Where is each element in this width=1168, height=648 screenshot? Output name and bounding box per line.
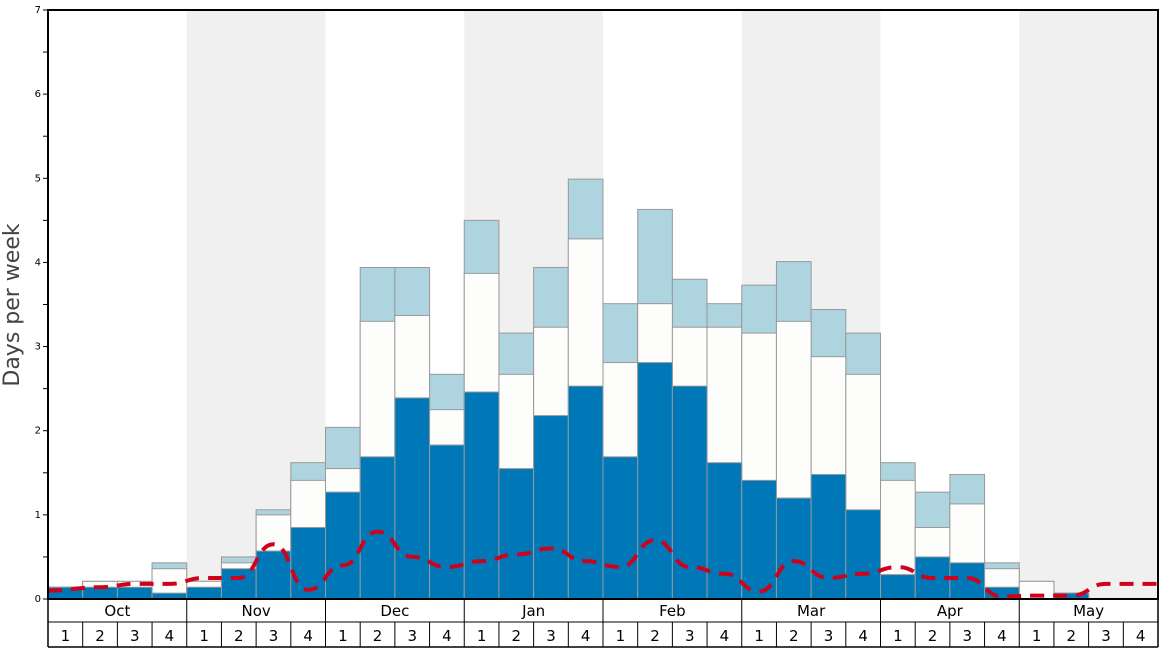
- week-label: 4: [1136, 627, 1146, 645]
- y-tick-label: 5: [35, 173, 41, 184]
- bar-layer1-week-11: [394, 397, 431, 600]
- y-tick-label: 2: [35, 426, 41, 437]
- bar-layer1-week-7: [255, 550, 292, 600]
- week-label: 4: [303, 627, 313, 645]
- bar-layer1-week-14: [498, 468, 535, 600]
- week-label: 2: [789, 627, 799, 645]
- y-axis-label: Days per week: [0, 223, 25, 386]
- bar-layer1-week-13: [463, 391, 500, 600]
- week-label: 1: [1032, 627, 1042, 645]
- month-label-oct: Oct: [104, 602, 130, 620]
- week-label: 4: [858, 627, 868, 645]
- week-label: 3: [824, 627, 834, 645]
- bar-layer1-week-9: [325, 491, 361, 600]
- week-label: 1: [61, 627, 71, 645]
- week-label: 4: [720, 627, 730, 645]
- week-label: 2: [95, 627, 105, 645]
- week-label: 3: [1101, 627, 1111, 645]
- week-label: 3: [546, 627, 556, 645]
- month-label-may: May: [1073, 602, 1104, 620]
- y-tick-label: 4: [35, 257, 41, 268]
- week-label: 4: [581, 627, 591, 645]
- month-label-nov: Nov: [241, 602, 270, 620]
- week-label: 1: [199, 627, 209, 645]
- bar-layer1-week-12: [429, 444, 465, 600]
- week-label: 1: [616, 627, 626, 645]
- month-label-jan: Jan: [521, 602, 545, 620]
- week-label: 2: [1067, 627, 1077, 645]
- bar-layer1-week-24: [845, 509, 881, 600]
- week-label: 4: [442, 627, 452, 645]
- bar-layer1-week-20: [706, 462, 743, 600]
- week-label: 3: [962, 627, 972, 645]
- y-tick-label: 1: [35, 510, 41, 521]
- bar-layer1-week-5: [186, 586, 222, 600]
- bar-layer1-week-23: [810, 473, 847, 600]
- bar-layer1-week-15: [533, 415, 569, 600]
- week-label: 3: [130, 627, 140, 645]
- bar-layer1-week-21: [741, 479, 777, 600]
- y-axis: 0 1 2 3 4 5 6 7: [35, 5, 48, 605]
- month-label-mar: Mar: [797, 602, 826, 620]
- week-label: 3: [407, 627, 417, 645]
- week-label: 2: [234, 627, 244, 645]
- week-label: 2: [650, 627, 660, 645]
- bar-layer1-week-3: [116, 586, 153, 600]
- y-tick-label: 3: [35, 342, 41, 353]
- bar-layer1-week-16: [567, 385, 604, 600]
- week-label: 4: [165, 627, 175, 645]
- week-label: 1: [338, 627, 348, 645]
- y-tick-label: 7: [35, 5, 41, 16]
- month-band-oct: [48, 10, 187, 599]
- week-label: 3: [269, 627, 279, 645]
- bar-layer1-week-6: [220, 568, 257, 600]
- week-label: 1: [477, 627, 487, 645]
- month-band-may: [1019, 10, 1158, 599]
- bar-layer1-week-17: [602, 456, 639, 600]
- week-label: 2: [928, 627, 938, 645]
- month-label-feb: Feb: [659, 602, 686, 620]
- bar-layer1-week-18: [637, 362, 673, 600]
- bar-layer1-week-25: [880, 574, 916, 600]
- week-label: 2: [373, 627, 383, 645]
- bar-layer1-week-8: [290, 526, 326, 600]
- week-label: 3: [685, 627, 695, 645]
- bar-layer1-week-22: [775, 497, 812, 600]
- y-tick-label: 0: [35, 594, 41, 605]
- month-label-dec: Dec: [380, 602, 409, 620]
- y-tick-label: 6: [35, 89, 41, 100]
- bar-layer1-week-10: [359, 456, 396, 600]
- week-label: 1: [754, 627, 764, 645]
- week-label: 1: [893, 627, 903, 645]
- week-label: 2: [512, 627, 522, 645]
- x-axis: Oct Nov Dec Jan Feb Mar Apr May 1 2 3 4 1 2 3 4 1 2 3 4 1 2 3 4…: [47, 599, 1159, 648]
- month-label-apr: Apr: [937, 602, 964, 620]
- week-label: 4: [997, 627, 1007, 645]
